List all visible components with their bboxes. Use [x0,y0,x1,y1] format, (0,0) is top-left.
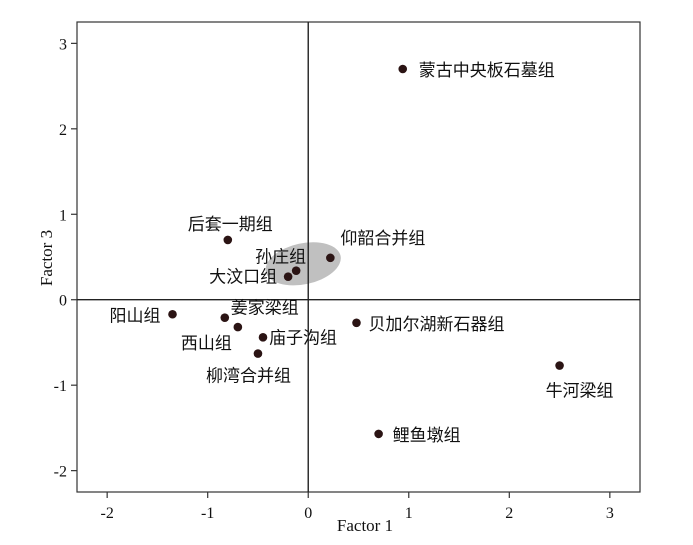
plot-frame [76,21,641,493]
data-point-label: 庙子沟组 [269,328,337,348]
y-axis-title: Factor 3 [37,230,56,286]
x-tick-label: 3 [606,505,614,522]
x-axis-ticks: -2 -1 0 1 2 3 [100,492,614,522]
data-point-label: 姜家梁组 [231,299,299,319]
data-point-label: 蒙古中央板石墓组 [419,61,555,81]
data-point [398,64,408,74]
data-point-label: 大汶口组 [209,268,277,288]
data-point-label: 西山组 [181,334,232,354]
data-point-label: 后套一期组 [188,215,273,235]
y-tick-label: 3 [59,36,67,53]
x-tick-label: 0 [304,505,312,522]
data-point-label: 牛河梁组 [546,382,614,402]
y-tick-label: 0 [59,293,67,310]
x-tick-label: -1 [201,505,214,522]
y-tick-label: -2 [54,464,67,481]
x-tick-label: 2 [505,505,513,522]
data-point [283,272,293,281]
data-point [253,349,263,358]
y-tick-label: 1 [59,207,67,224]
x-tick-label: 1 [405,505,413,522]
data-point-label: 鲤鱼墩组 [393,426,461,446]
data-point [220,313,230,322]
data-point-label: 柳湾合并组 [206,367,291,387]
data-point-label: 仰韶合并组 [340,229,425,249]
y-tick-label: -1 [54,378,67,395]
y-tick-label: 2 [59,122,67,139]
data-point [555,361,564,370]
points-layer [168,64,564,439]
data-point [352,318,361,328]
data-point-label: 贝加尔湖新石器组 [368,315,504,335]
data-point [223,235,233,245]
data-point [291,266,301,275]
data-point [168,309,177,319]
x-axis-title: Factor 1 [337,516,393,535]
x-tick-label: -2 [100,505,113,522]
y-axis-ticks: -2 -1 0 1 2 3 [54,36,77,481]
data-point-label: 孙庄组 [255,248,306,268]
data-point [258,333,268,342]
data-point [326,253,335,263]
data-point-label: 阳山组 [110,306,161,326]
data-point [233,322,243,332]
data-point [374,429,383,439]
